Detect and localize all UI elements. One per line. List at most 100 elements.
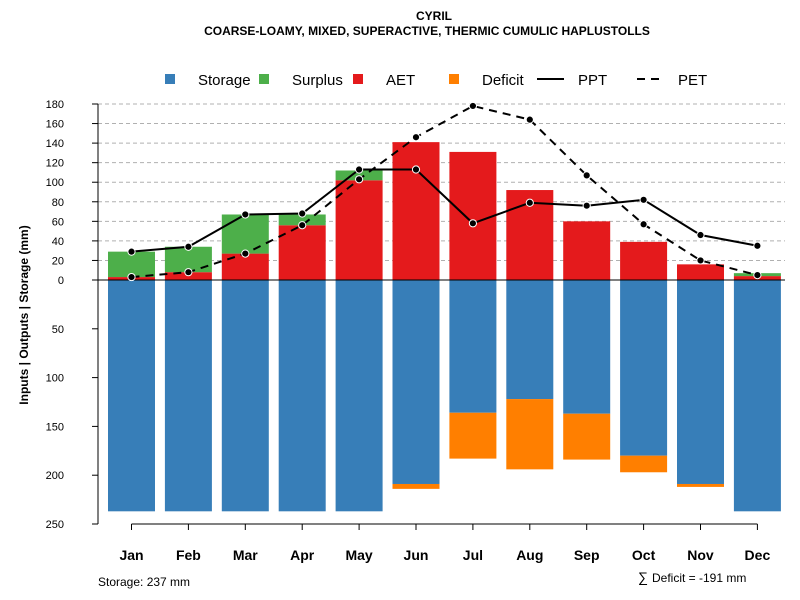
ppt-point (582, 201, 591, 210)
storage-bar (278, 280, 326, 512)
aet-bar (392, 142, 440, 280)
x-axis: Jan Feb Mar Apr May Jun Jul Aug Sep Oct Nov Dec (119, 523, 771, 563)
surplus-bar (108, 251, 155, 278)
aet-bar (677, 264, 724, 280)
x-tick-label: May (345, 547, 372, 563)
deficit-bar (620, 455, 668, 473)
storage-bar (335, 280, 383, 512)
x-tick-label: Jul (463, 547, 483, 563)
y-tick-label: 180 (46, 99, 64, 111)
ppt-point (753, 241, 762, 250)
legend-label: AET (386, 72, 415, 89)
y-tick-label: 100 (46, 373, 64, 385)
legend-label: PPT (578, 72, 607, 89)
legend-label: PET (678, 72, 707, 89)
x-tick-label: Mar (233, 547, 258, 563)
legend-swatch (165, 74, 175, 84)
bars (108, 142, 781, 512)
y-tick-label: 250 (46, 519, 64, 531)
gridlines (98, 103, 785, 261)
pet-point (127, 272, 136, 282)
chart-subtitle: COARSE-LOAMY, MIXED, SUPERACTIVE, THERMI… (204, 24, 650, 38)
y-axis-label: Inputs | Outputs | Storage (mm) (17, 225, 31, 404)
pet-point (411, 133, 421, 142)
ppt-point (411, 165, 421, 174)
pet-point (639, 220, 648, 229)
pet-line (131, 104, 758, 279)
ppt-line (131, 168, 758, 253)
x-tick-label: Jun (404, 547, 429, 563)
x-tick-label: Nov (687, 547, 714, 563)
y-tick-label: 60 (52, 216, 64, 228)
pet-point (696, 256, 705, 265)
storage-bar (506, 280, 554, 400)
pet-point (582, 171, 591, 180)
deficit-bar (506, 399, 554, 470)
pet-point (298, 221, 307, 230)
legend: Storage Surplus AET Deficit PPT PET (165, 72, 707, 89)
y-tick-label: 100 (46, 177, 64, 189)
ppt-point (184, 242, 193, 251)
storage-bar (164, 280, 212, 512)
y-tick-label: 200 (46, 470, 64, 482)
y-tick-label: 0 (58, 275, 64, 287)
deficit-bar (677, 483, 724, 487)
pet-point (753, 271, 762, 280)
deficit-bar (392, 483, 440, 489)
legend-label: Surplus (292, 72, 343, 89)
ppt-pet-lines (127, 101, 762, 282)
y-tick-label: 120 (46, 158, 64, 170)
pet-point (525, 115, 534, 124)
y-tick-label: 160 (46, 119, 64, 131)
x-tick-label: Oct (632, 547, 656, 563)
storage-note: Storage: 237 mm (98, 575, 190, 589)
ppt-point (241, 210, 250, 219)
ppt-point (468, 219, 477, 228)
x-tick-label: Aug (516, 547, 543, 563)
ppt-point (639, 195, 648, 204)
aet-bar (620, 241, 668, 280)
ppt-point (696, 230, 705, 240)
legend-label: Storage (198, 72, 251, 89)
surplus-bar (278, 214, 326, 226)
x-tick-label: Jan (119, 547, 143, 563)
x-tick-label: Sep (574, 547, 600, 563)
pet-point (241, 249, 250, 258)
aet-bar (563, 221, 611, 280)
storage-bar (108, 280, 155, 512)
x-tick-label: Apr (290, 547, 315, 563)
chart-title: CYRIL (416, 9, 452, 23)
ppt-point (525, 198, 534, 207)
deficit-bar (449, 412, 497, 459)
y-tick-label: 50 (52, 324, 64, 336)
legend-label: Deficit (482, 72, 525, 89)
x-tick-label: Feb (176, 547, 201, 563)
storage-bar (449, 280, 497, 413)
ppt-point (298, 209, 307, 218)
ppt-point (127, 247, 136, 256)
aet-bar (278, 225, 326, 280)
y-tick-label: 20 (52, 255, 64, 267)
y-tick-label: 80 (52, 197, 64, 209)
surplus-bar (221, 214, 269, 254)
storage-bar (677, 280, 724, 484)
x-tick-label: Dec (745, 547, 771, 563)
y-tick-label: 150 (46, 421, 64, 433)
storage-bar (620, 280, 668, 456)
legend-swatch (353, 74, 363, 84)
deficit-note: Deficit = -191 mm (652, 571, 746, 585)
legend-swatch (449, 74, 459, 84)
aet-bar (449, 151, 497, 280)
storage-bar (733, 280, 781, 512)
y-tick-label: 40 (52, 236, 64, 248)
storage-bar (563, 280, 611, 414)
legend-swatch (259, 74, 269, 84)
pet-point (355, 175, 364, 184)
storage-bar (221, 280, 269, 512)
y-axis: 0 20 40 60 80 100 120 140 160 180 50 100 150 200 250 (46, 99, 99, 531)
aet-bar (335, 180, 383, 280)
pet-point (184, 268, 193, 277)
deficit-bar (563, 413, 611, 460)
storage-bar (392, 280, 440, 484)
